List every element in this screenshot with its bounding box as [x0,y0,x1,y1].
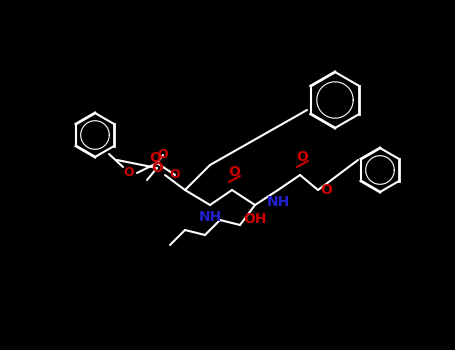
Text: NH: NH [266,195,290,209]
Text: O: O [149,151,161,165]
Text: OH: OH [243,212,267,226]
Text: NH: NH [198,210,222,224]
Text: O: O [296,150,308,164]
Text: O: O [124,167,134,180]
Text: O: O [228,165,240,179]
Text: O: O [320,183,332,197]
Text: O: O [170,168,180,182]
Text: O: O [151,161,163,175]
Text: O: O [158,148,168,161]
